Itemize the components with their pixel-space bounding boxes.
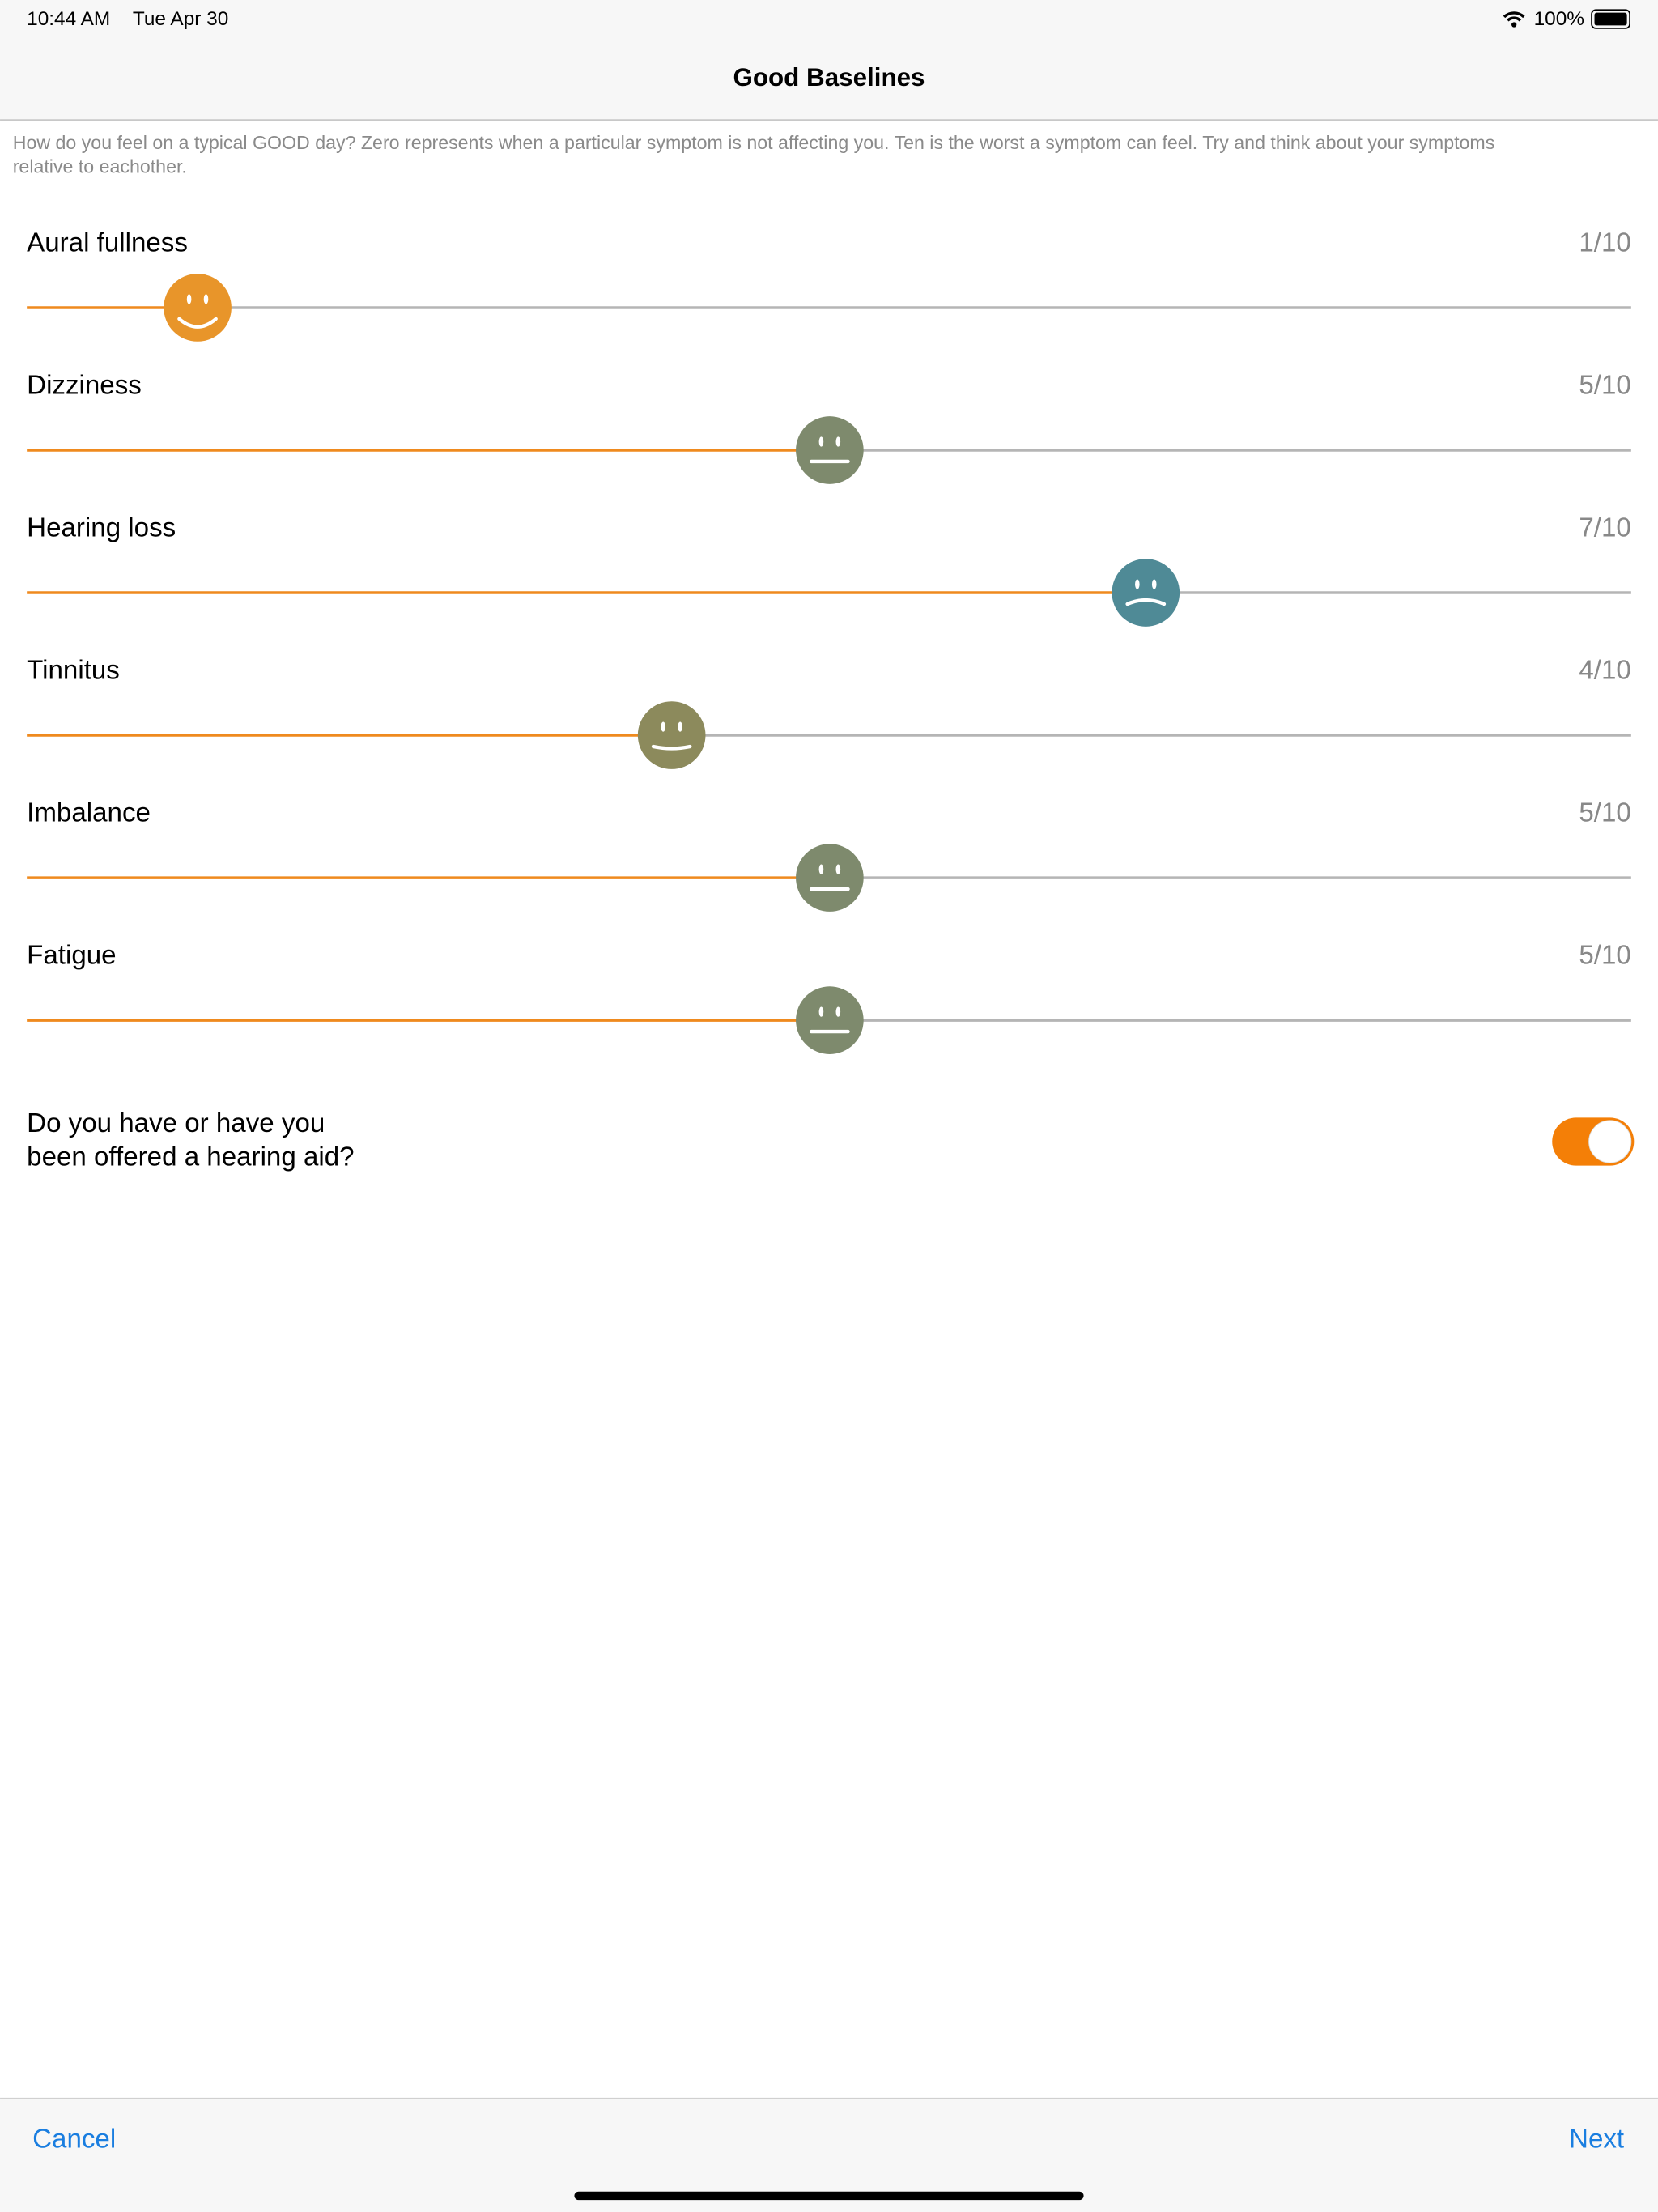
question: been offered a hearing aid? — [27, 1142, 354, 1172]
slider-knob[interactable] — [637, 701, 706, 769]
wifi-icon — [1503, 11, 1525, 22]
status-time: 10:44 AM — [27, 8, 110, 30]
face-mouth — [177, 317, 218, 329]
face-eye — [835, 1006, 841, 1017]
face-mouth — [1125, 598, 1167, 606]
status-date: Tue Apr 30 — [133, 8, 228, 30]
slider-value: 5/10 — [1579, 798, 1630, 827]
slider-list: Aural fullness 1/10 Dizziness 5/10 Hearing l… — [27, 228, 1631, 1054]
face — [796, 416, 864, 484]
slider-knob[interactable] — [1112, 559, 1180, 627]
face-eye — [818, 864, 824, 874]
top-bar — [0, 0, 1658, 121]
instructions: relative to eachother. — [13, 156, 187, 177]
slider-knob[interactable] — [796, 416, 864, 484]
face-eye — [186, 294, 192, 304]
slider-value: 4/10 — [1579, 655, 1630, 685]
battery-text: 100% — [1534, 8, 1584, 30]
slider-value: 5/10 — [1579, 940, 1630, 970]
face-eye — [661, 721, 665, 732]
face — [796, 986, 864, 1054]
slider-value: 7/10 — [1579, 513, 1630, 542]
face-mouth — [651, 744, 692, 751]
next-button[interactable]: Next — [1569, 2125, 1624, 2155]
face-eye — [835, 436, 841, 447]
slider-value: 1/10 — [1579, 228, 1630, 257]
slider-label: Fatigue — [27, 940, 116, 970]
slider-label: Dizziness — [27, 370, 142, 400]
face-eye — [818, 1006, 824, 1017]
wifi-dot — [1511, 22, 1517, 28]
slider-label: Tinnitus — [27, 655, 120, 685]
face-eye — [835, 864, 841, 874]
face-eye — [1151, 579, 1157, 589]
slider-value: 5/10 — [1579, 370, 1630, 400]
face-eye — [203, 294, 209, 304]
instructions: How do you feel on a typical GOOD day? Z… — [13, 132, 1495, 153]
toggle-thumb — [1588, 1120, 1632, 1163]
slider-knob[interactable] — [796, 844, 864, 912]
face — [1112, 559, 1180, 627]
slider-knob[interactable] — [164, 274, 232, 342]
toggle[interactable] — [1552, 1117, 1635, 1166]
face — [164, 274, 232, 342]
slider-knob[interactable] — [796, 986, 864, 1054]
face — [796, 844, 864, 912]
question: Do you have or have you — [27, 1108, 325, 1138]
face-eye — [678, 721, 682, 732]
face-eye — [1135, 579, 1140, 589]
slider-label: Hearing loss — [27, 513, 176, 542]
battery-outline — [1591, 9, 1630, 29]
home-indicator — [574, 2191, 1084, 2201]
page-title: Good Baselines — [733, 63, 925, 91]
slider-label: Imbalance — [27, 798, 151, 827]
face — [637, 701, 706, 769]
cancel-button[interactable]: Cancel — [32, 2125, 116, 2155]
face-eye — [818, 436, 824, 447]
battery-fill — [1594, 12, 1627, 26]
slider-label: Aural fullness — [27, 228, 188, 257]
